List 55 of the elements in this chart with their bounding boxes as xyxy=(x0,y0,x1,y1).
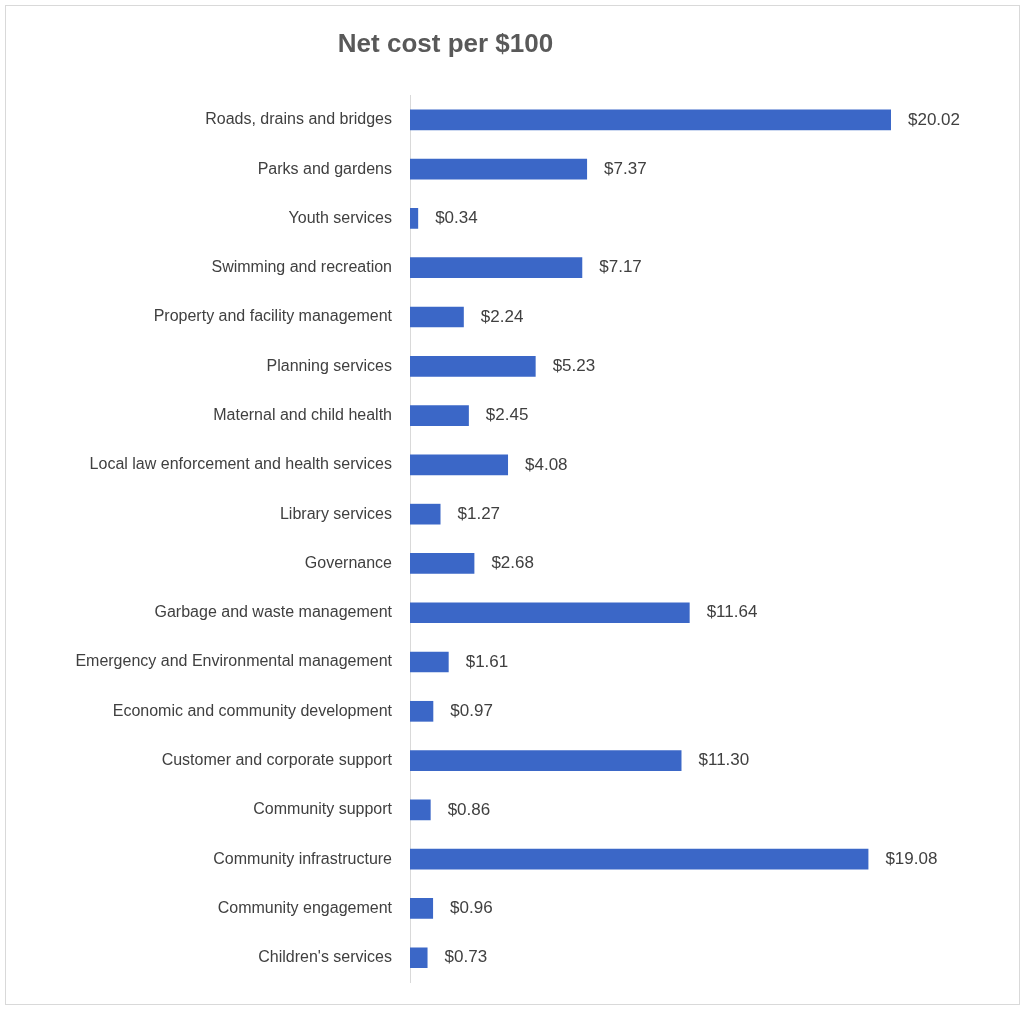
data-label: $7.37 xyxy=(604,158,647,178)
y-tick-label: Planning services xyxy=(266,356,392,374)
bar xyxy=(410,454,509,476)
y-tick-label: Library services xyxy=(279,504,392,522)
bar xyxy=(410,651,449,673)
bar xyxy=(410,700,434,722)
y-tick-label: Governance xyxy=(304,553,393,571)
data-label: $0.34 xyxy=(435,208,478,228)
bar xyxy=(410,109,891,131)
y-tick-label: Swimming and recreation xyxy=(211,258,392,276)
y-tick-label: Parks and gardens xyxy=(257,159,392,177)
y-tick-label: Children's services xyxy=(258,948,392,966)
bar xyxy=(410,257,583,279)
bar xyxy=(410,208,419,229)
data-label: $2.24 xyxy=(480,306,524,326)
data-label: $20.02 xyxy=(908,109,960,129)
data-label: $7.17 xyxy=(599,257,642,277)
y-tick-label: Local law enforcement and health services xyxy=(89,455,392,473)
data-label: $0.97 xyxy=(450,701,493,720)
data-label: $1.61 xyxy=(465,651,509,671)
y-tick-label: Youth services xyxy=(288,208,392,226)
bar xyxy=(410,553,475,574)
data-label: $2.68 xyxy=(491,553,534,573)
data-label: $0.73 xyxy=(444,947,488,967)
y-tick-label: Garbage and waste management xyxy=(154,603,393,621)
bar xyxy=(410,602,690,624)
y-tick-label: Emergency and Environmental management xyxy=(75,652,393,670)
bar xyxy=(410,947,428,969)
bar xyxy=(410,898,434,919)
bar xyxy=(410,799,431,821)
y-tick-label: Property and facility management xyxy=(153,307,393,325)
bar xyxy=(410,158,588,180)
bar xyxy=(410,848,869,870)
bar xyxy=(410,355,536,377)
data-label: $11.64 xyxy=(706,602,758,622)
y-tick-label: Roads, drains and bridges xyxy=(205,110,392,128)
y-tick-label: Customer and corporate support xyxy=(161,751,393,769)
bar xyxy=(410,306,464,328)
data-label: $1.27 xyxy=(457,503,501,523)
y-tick-label: Community engagement xyxy=(217,898,393,916)
data-label: $19.08 xyxy=(885,848,938,868)
bar xyxy=(410,405,469,426)
data-label: $0.86 xyxy=(447,799,491,819)
data-label: $2.45 xyxy=(485,405,529,425)
y-tick-label: Community support xyxy=(253,800,393,818)
data-label: $4.08 xyxy=(525,454,568,474)
data-label: $0.96 xyxy=(450,898,493,918)
y-tick-label: Maternal and child health xyxy=(213,405,392,423)
data-label: $5.23 xyxy=(552,355,596,375)
bar xyxy=(410,503,441,525)
y-tick-label: Community infrastructure xyxy=(213,849,393,867)
data-label: $11.30 xyxy=(698,750,750,770)
bar xyxy=(410,750,682,771)
chart-title: Net cost per $100 xyxy=(337,27,554,58)
y-tick-label: Economic and community development xyxy=(112,701,393,719)
